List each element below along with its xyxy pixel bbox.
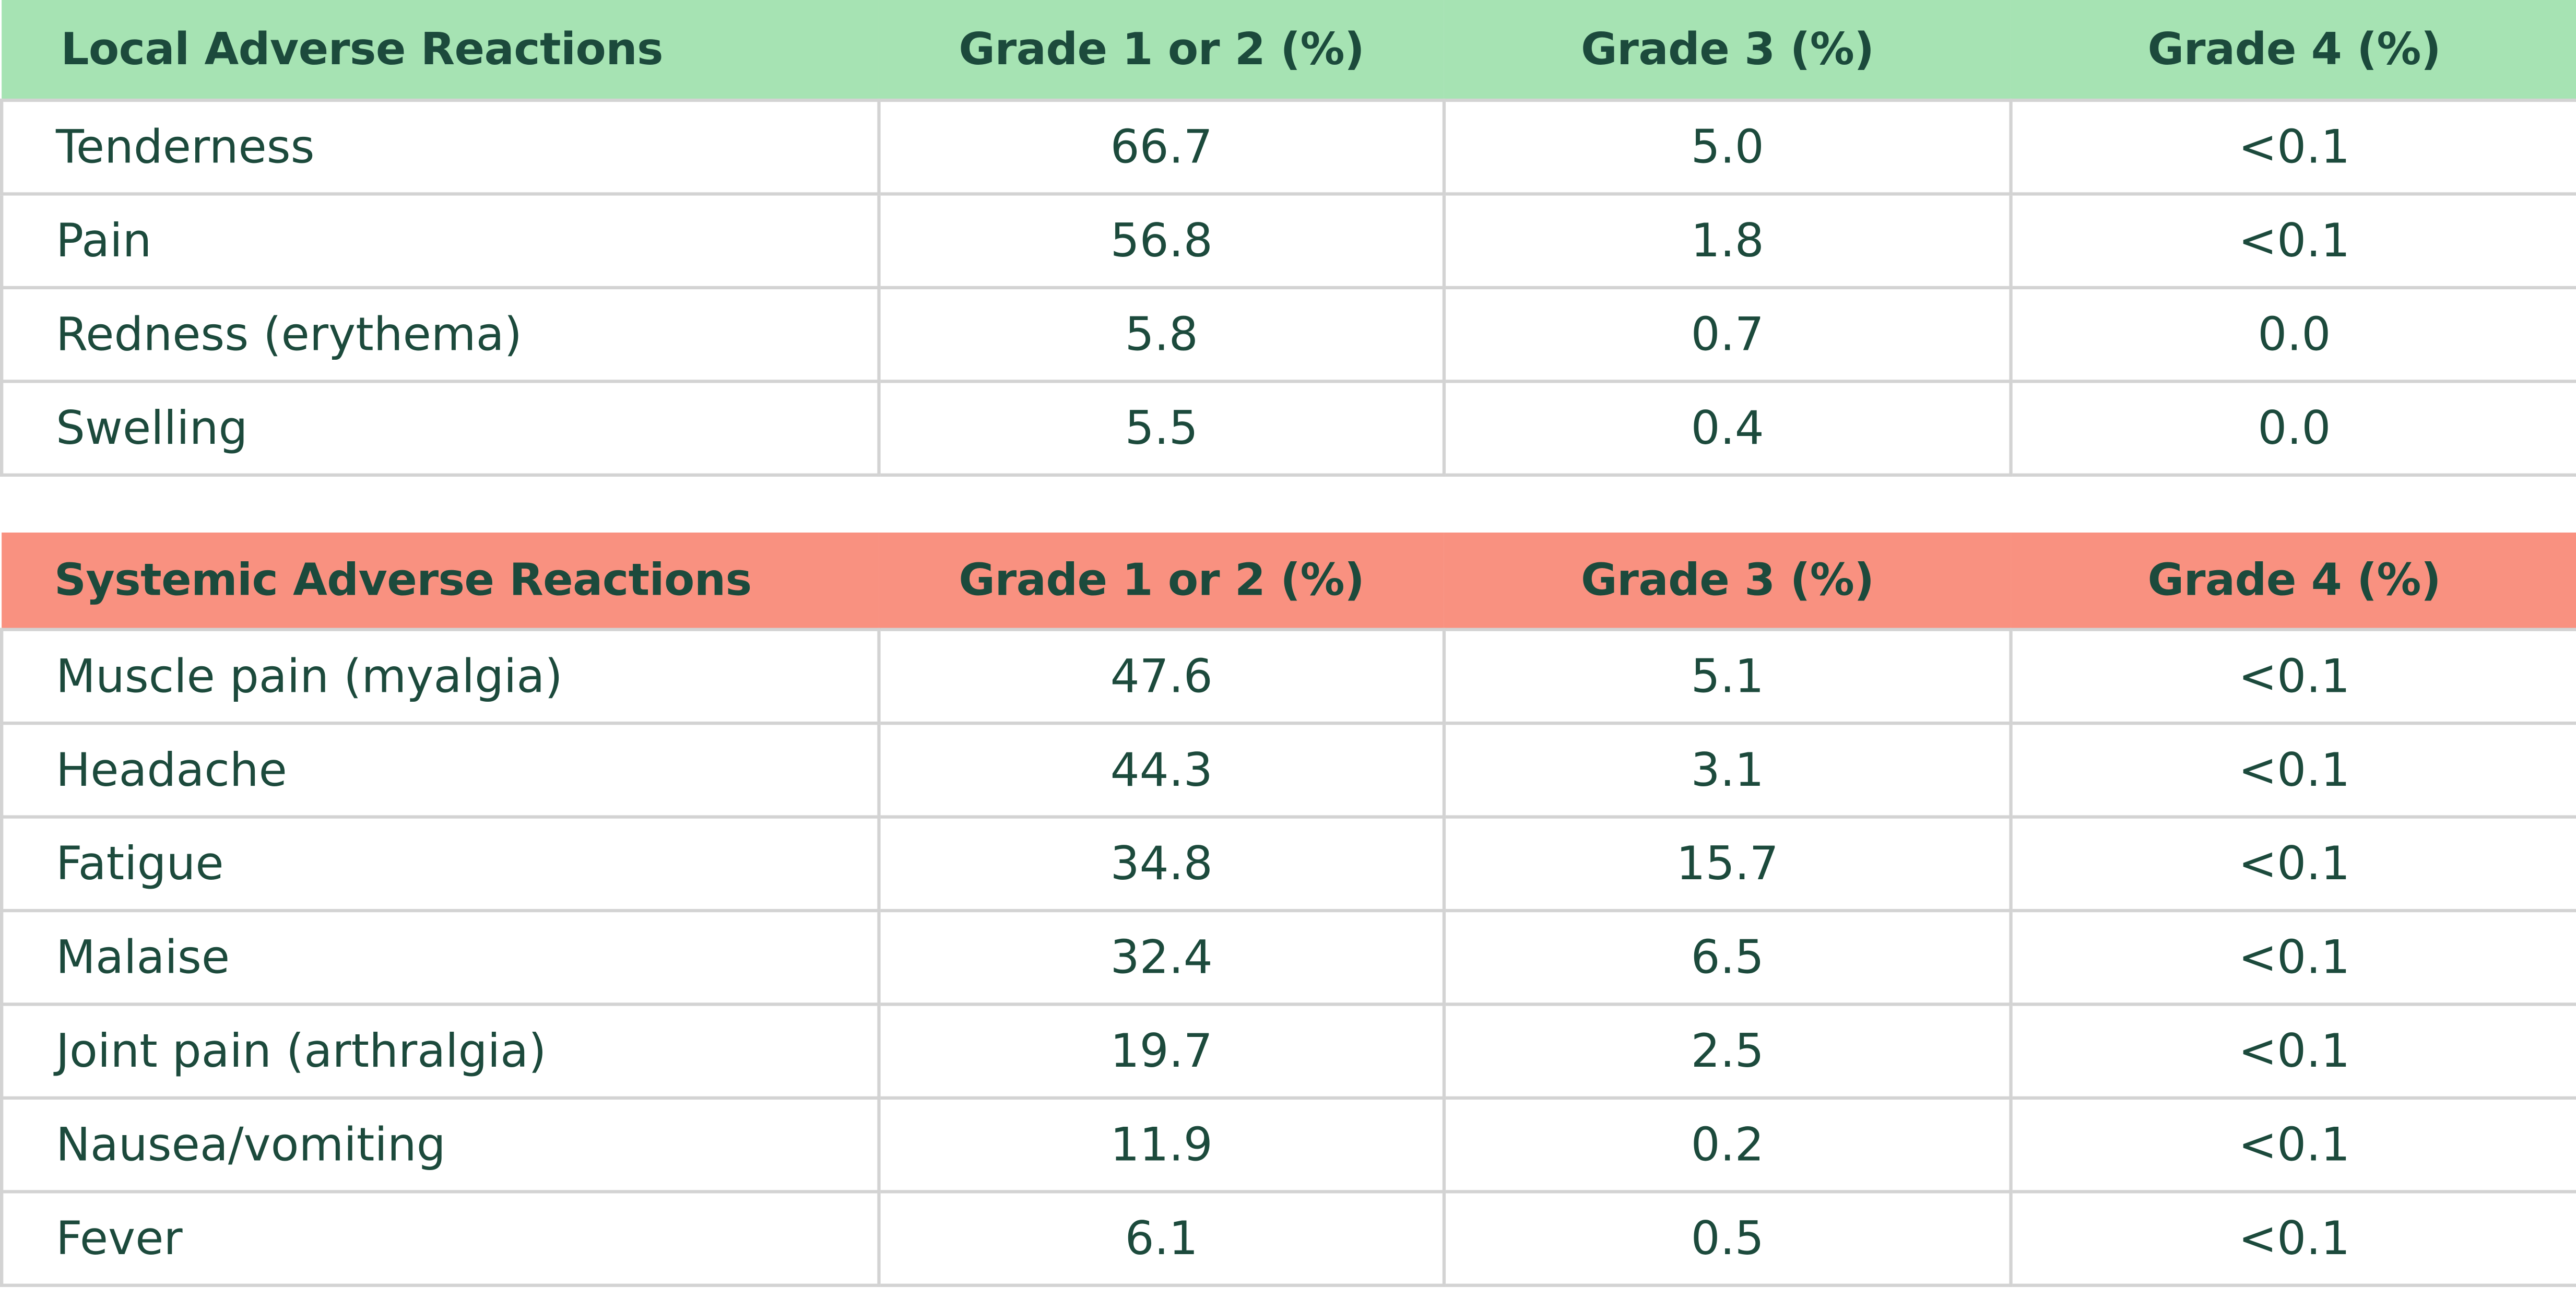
reaction-name: Fever xyxy=(0,1190,881,1287)
systemic-header-row: Systemic Adverse Reactions Grade 1 or 2 … xyxy=(2,532,2576,630)
reaction-name: Muscle pain (myalgia) xyxy=(0,628,881,725)
table-row: Pain 56.8 1.8 <0.1 xyxy=(0,192,2576,290)
grade-3-value: 3.1 xyxy=(1442,721,2013,819)
grade-3-value: 0.7 xyxy=(1442,286,2013,383)
systemic-header-reaction: Systemic Adverse Reactions xyxy=(2,532,879,630)
local-header-grade-1-2: Grade 1 or 2 (%) xyxy=(879,0,1444,101)
grade-4-value: <0.1 xyxy=(2009,192,2576,290)
grade-4-value: <0.1 xyxy=(2009,908,2576,1006)
grade-4-value: 0.0 xyxy=(2009,380,2576,477)
grade-4-value: <0.1 xyxy=(2009,1190,2576,1287)
reaction-name: Nausea/vomiting xyxy=(0,1096,881,1194)
grade-1-2-value: 5.5 xyxy=(877,380,1446,477)
grade-3-value: 5.0 xyxy=(1442,98,2013,196)
systemic-header-grade-1-2: Grade 1 or 2 (%) xyxy=(879,532,1444,630)
local-header-row: Local Adverse Reactions Grade 1 or 2 (%)… xyxy=(2,0,2576,101)
reaction-name: Headache xyxy=(0,721,881,819)
grade-1-2-value: 44.3 xyxy=(877,721,1446,819)
grade-3-value: 0.2 xyxy=(1442,1096,2013,1194)
reaction-name: Malaise xyxy=(0,908,881,1006)
grade-1-2-value: 34.8 xyxy=(877,815,1446,913)
reaction-name: Fatigue xyxy=(0,815,881,913)
table-row: Fatigue 34.8 15.7 <0.1 xyxy=(0,815,2576,913)
grade-3-value: 5.1 xyxy=(1442,628,2013,725)
local-header-grade-4: Grade 4 (%) xyxy=(2011,0,2576,101)
table-row: Swelling 5.5 0.4 0.0 xyxy=(0,380,2576,477)
local-header-grade-3: Grade 3 (%) xyxy=(1444,0,2011,101)
grade-1-2-value: 47.6 xyxy=(877,628,1446,725)
grade-1-2-value: 56.8 xyxy=(877,192,1446,290)
grade-4-value: <0.1 xyxy=(2009,628,2576,725)
table-row: Headache 44.3 3.1 <0.1 xyxy=(0,721,2576,819)
reaction-name: Swelling xyxy=(0,380,881,477)
grade-3-value: 1.8 xyxy=(1442,192,2013,290)
grade-4-value: <0.1 xyxy=(2009,721,2576,819)
systemic-header-grade-3: Grade 3 (%) xyxy=(1444,532,2011,630)
grade-3-value: 15.7 xyxy=(1442,815,2013,913)
grade-4-value: <0.1 xyxy=(2009,815,2576,913)
table-row: Nausea/vomiting 11.9 0.2 <0.1 xyxy=(0,1096,2576,1194)
reaction-name: Joint pain (arthralgia) xyxy=(0,1002,881,1100)
table-row: Malaise 32.4 6.5 <0.1 xyxy=(0,908,2576,1006)
reaction-name: Tenderness xyxy=(0,98,881,196)
grade-1-2-value: 5.8 xyxy=(877,286,1446,383)
local-reactions-table: Local Adverse Reactions Grade 1 or 2 (%)… xyxy=(0,0,2576,477)
reaction-name: Pain xyxy=(0,192,881,290)
local-header-reaction: Local Adverse Reactions xyxy=(2,0,879,101)
grade-4-value: <0.1 xyxy=(2009,98,2576,196)
grade-1-2-value: 32.4 xyxy=(877,908,1446,1006)
grade-3-value: 0.4 xyxy=(1442,380,2013,477)
table-row: Muscle pain (myalgia) 47.6 5.1 <0.1 xyxy=(0,628,2576,725)
grade-3-value: 0.5 xyxy=(1442,1190,2013,1287)
grade-1-2-value: 19.7 xyxy=(877,1002,1446,1100)
reaction-name: Redness (erythema) xyxy=(0,286,881,383)
grade-4-value: <0.1 xyxy=(2009,1002,2576,1100)
table-row: Joint pain (arthralgia) 19.7 2.5 <0.1 xyxy=(0,1002,2576,1100)
table-row: Fever 6.1 0.5 <0.1 xyxy=(0,1190,2576,1287)
grade-1-2-value: 66.7 xyxy=(877,98,1446,196)
grade-4-value: <0.1 xyxy=(2009,1096,2576,1194)
grade-1-2-value: 6.1 xyxy=(877,1190,1446,1287)
grade-3-value: 6.5 xyxy=(1442,908,2013,1006)
table-row: Tenderness 66.7 5.0 <0.1 xyxy=(0,98,2576,196)
table-row: Redness (erythema) 5.8 0.7 0.0 xyxy=(0,286,2576,383)
systemic-reactions-table: Systemic Adverse Reactions Grade 1 or 2 … xyxy=(0,532,2576,1287)
systemic-header-grade-4: Grade 4 (%) xyxy=(2011,532,2576,630)
grade-3-value: 2.5 xyxy=(1442,1002,2013,1100)
grade-1-2-value: 11.9 xyxy=(877,1096,1446,1194)
grade-4-value: 0.0 xyxy=(2009,286,2576,383)
